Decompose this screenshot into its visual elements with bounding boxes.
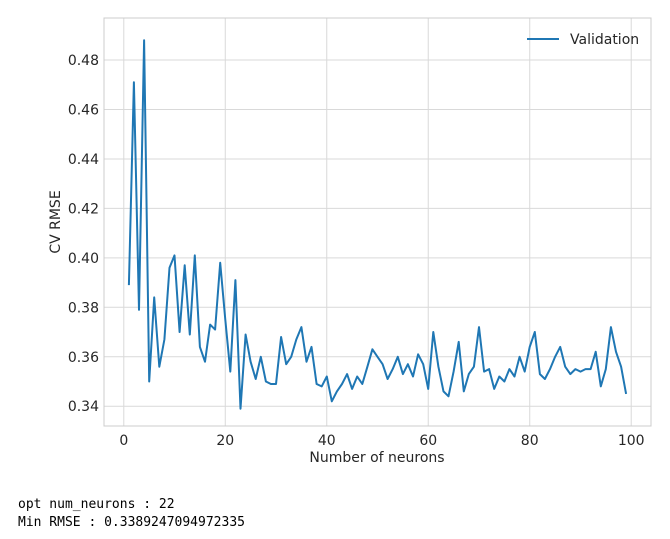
- y-tick-label: 0.42: [68, 201, 99, 217]
- y-tick-label: 0.34: [68, 399, 99, 415]
- x-tick-label: 40: [318, 433, 336, 449]
- series-line-validation: [127, 39, 628, 410]
- x-tick-label: 80: [521, 433, 539, 449]
- y-tick-label: 0.36: [68, 350, 99, 366]
- series-layer: [127, 39, 628, 410]
- y-axis-label: CV RMSE: [48, 190, 64, 253]
- plot-background: [104, 18, 651, 426]
- x-axis-label: Number of neurons: [309, 450, 444, 466]
- x-ticks: 0 20 40 60 80 100: [119, 433, 644, 449]
- x-tick-label: 0: [119, 433, 128, 449]
- x-tick-label: 20: [216, 433, 234, 449]
- y-tick-label: 0.38: [68, 300, 99, 316]
- legend-label-validation: Validation: [570, 32, 639, 48]
- y-tick-label: 0.48: [68, 53, 99, 69]
- output-line-opt-neurons: opt num_neurons : 22: [18, 497, 175, 512]
- y-tick-label: 0.46: [68, 102, 99, 118]
- x-tick-label: 60: [419, 433, 437, 449]
- y-ticks: 0.34 0.36 0.38 0.40 0.42 0.44 0.46 0.48: [68, 53, 99, 415]
- legend: Validation: [527, 32, 639, 48]
- y-tick-label: 0.44: [68, 152, 99, 168]
- plot-frame: [103, 17, 652, 427]
- line-chart: 0 20 40 60 80 100 0.34 0.36 0.38 0.40 0.42 0.44 0.4…: [48, 17, 652, 466]
- y-tick-label: 0.40: [68, 251, 99, 267]
- x-tick-label: 100: [618, 433, 645, 449]
- output-line-min-rmse: Min RMSE : 0.3389247094972335: [18, 515, 245, 530]
- grid: [104, 18, 651, 426]
